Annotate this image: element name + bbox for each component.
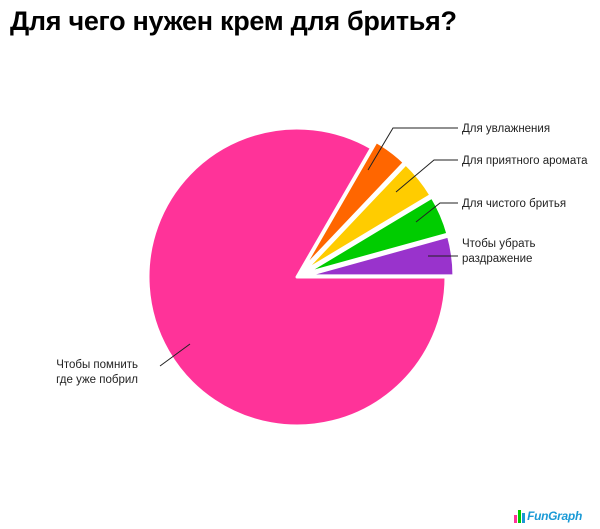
logo-bar: [522, 513, 526, 523]
slice-shave-track: [146, 126, 448, 428]
label-aroma: Для приятного аромата: [462, 155, 588, 167]
slice-clean-shave: [301, 162, 433, 274]
slice-label-line: Чтобы помнить: [56, 359, 138, 371]
chart-title: Для чего нужен крем для бритья?: [10, 6, 457, 36]
slice-aroma: [302, 195, 450, 276]
leader-line: [367, 127, 458, 171]
slice-label-line: раздражение: [462, 253, 532, 265]
slice-irritation: [300, 140, 406, 273]
leader-lines: [159, 127, 458, 367]
logo-bar: [518, 510, 522, 523]
label-irritation: Чтобы убрать раздражение: [462, 238, 536, 265]
slice-label-line: Для приятного аромата: [462, 155, 588, 167]
leader-line: [415, 202, 458, 223]
bar-chart-icon: [514, 509, 526, 523]
label-moisturize: Для увлажнения: [462, 123, 550, 135]
leader-line: [159, 343, 191, 367]
slice-label-line: Чтобы убрать: [462, 238, 536, 250]
leader-line: [395, 159, 458, 193]
fungraph-logo: FunGraph: [514, 509, 582, 523]
slice-labels: Чтобы помнить где уже побрил Для увлажнени…: [56, 123, 588, 386]
pie-slices: [146, 126, 456, 428]
fungraph-logo-text: FunGraph: [527, 509, 582, 523]
slice-label-line: где уже побрил: [56, 374, 138, 386]
slice-label-line: Для чистого бритья: [462, 198, 566, 210]
label-shave-track: Чтобы помнить где уже побрил: [56, 359, 138, 386]
slice-label-line: Для увлажнения: [462, 123, 550, 135]
logo-bar: [514, 515, 518, 523]
label-clean-shave: Для чистого бритья: [462, 198, 566, 210]
